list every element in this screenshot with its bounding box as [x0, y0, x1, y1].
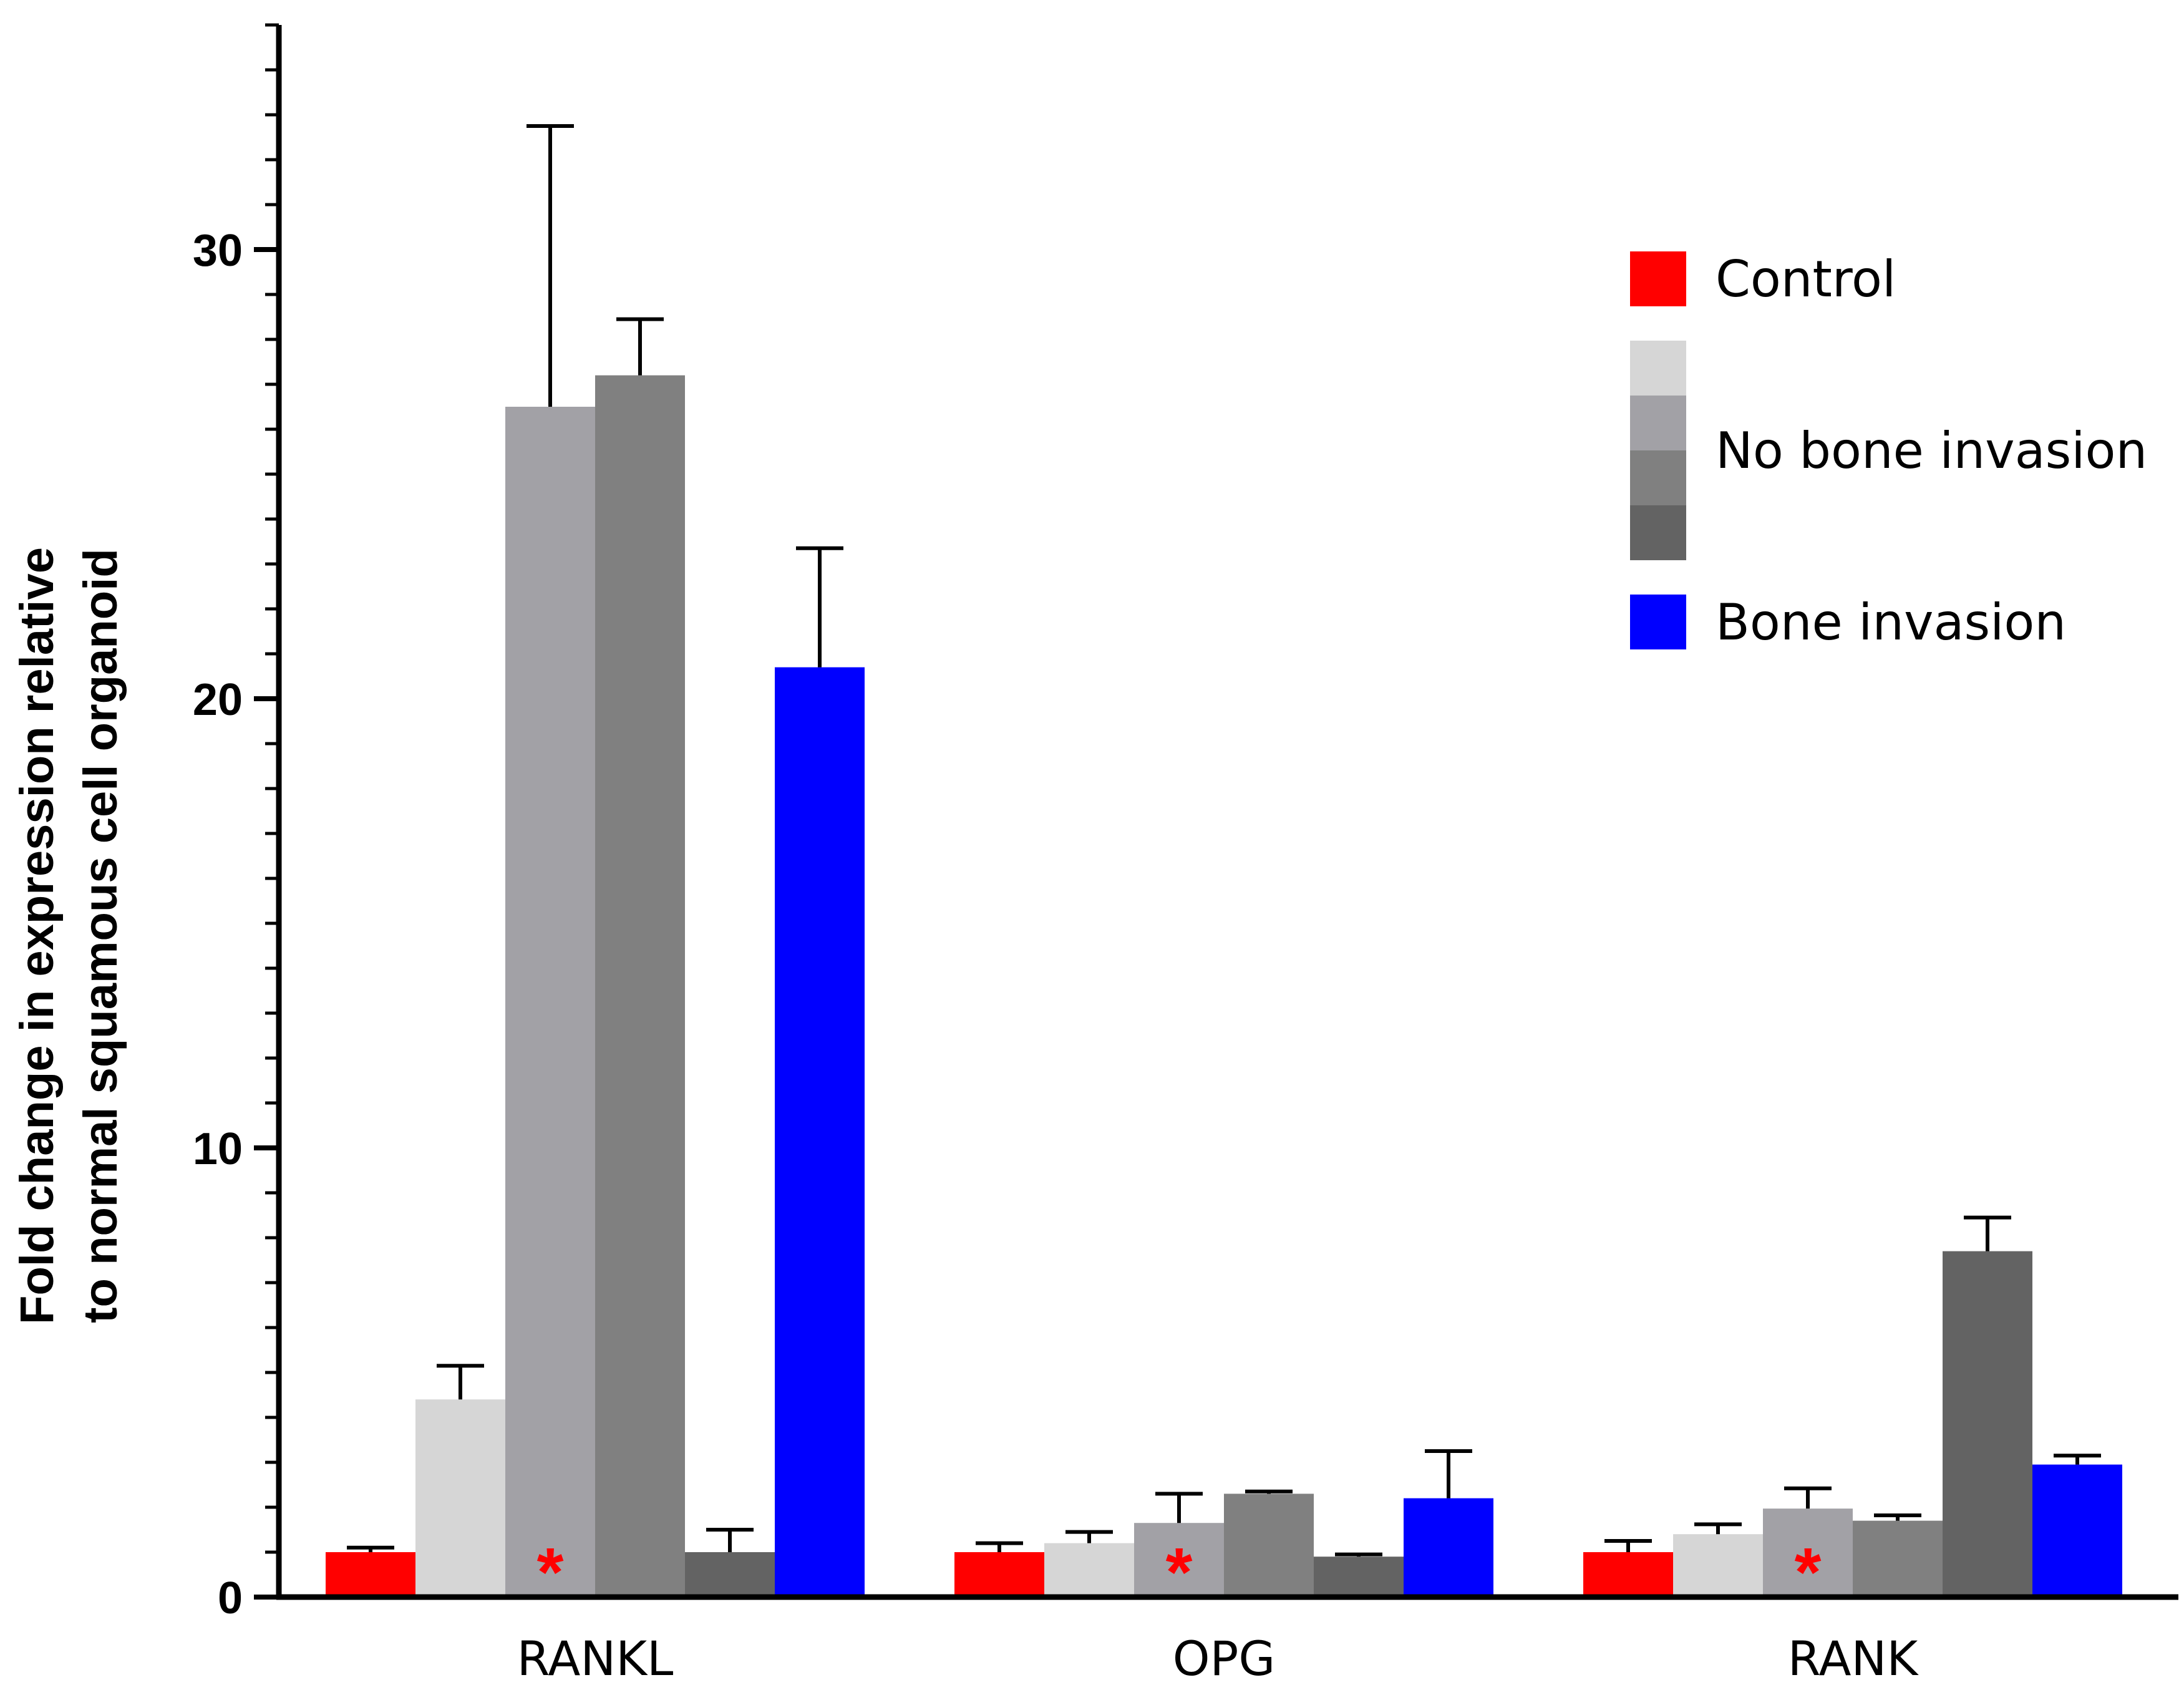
legend-label: Bone invasion [1716, 593, 2066, 651]
x-category-label: RANKL [517, 1631, 674, 1686]
x-category-label: OPG [1173, 1631, 1276, 1686]
bar-opg-6 [1404, 1498, 1493, 1597]
y-axis-ticks: 0 10 20 30 [193, 23, 279, 1623]
bar-rankl-3 [505, 407, 595, 1597]
legend: Control No bone invasion Bone invasion [1630, 250, 2147, 651]
y-tick-label: 30 [193, 226, 243, 276]
error-bars-layer [347, 124, 2101, 1557]
bar-opg-1 [954, 1552, 1044, 1597]
bar-opg-2 [1044, 1543, 1134, 1597]
y-tick-label: 20 [193, 675, 243, 725]
legend-swatch [1630, 595, 1686, 649]
bar-rank-3 [1763, 1508, 1853, 1597]
bar-rankl-4 [595, 375, 685, 1597]
bar-rankl-1 [326, 1552, 415, 1597]
legend-swatch [1630, 396, 1686, 450]
legend-swatch [1630, 341, 1686, 396]
legend-swatch [1630, 251, 1686, 306]
bars-layer [326, 375, 2122, 1597]
legend-label: Control [1716, 250, 1896, 308]
y-tick-label: 0 [218, 1573, 243, 1623]
y-axis-title-line-2: to normal squamous cell organoid [74, 548, 127, 1323]
bar-rankl-5 [685, 1552, 775, 1597]
bar-rankl-6 [775, 667, 865, 1597]
bar-rank-5 [1943, 1251, 2032, 1597]
legend-swatch [1630, 505, 1686, 560]
y-axis-title-line-1: Fold change in expression relative [11, 547, 64, 1324]
bar-rank-1 [1583, 1552, 1673, 1597]
x-axis-category-labels: RANKL OPG RANK [517, 1631, 1919, 1686]
x-category-label: RANK [1788, 1631, 1919, 1686]
bar-opg-3 [1134, 1523, 1224, 1597]
legend-swatch [1630, 450, 1686, 505]
bar-rank-6 [2032, 1464, 2122, 1597]
bar-rank-4 [1853, 1520, 1943, 1597]
bar-opg-5 [1314, 1557, 1404, 1597]
y-tick-label: 10 [193, 1124, 243, 1174]
bar-rank-2 [1673, 1534, 1763, 1597]
bar-rankl-2 [415, 1399, 505, 1597]
legend-label: No bone invasion [1716, 422, 2147, 480]
y-axis-title: Fold change in expression relative to no… [11, 547, 127, 1324]
bar-opg-4 [1224, 1494, 1314, 1597]
